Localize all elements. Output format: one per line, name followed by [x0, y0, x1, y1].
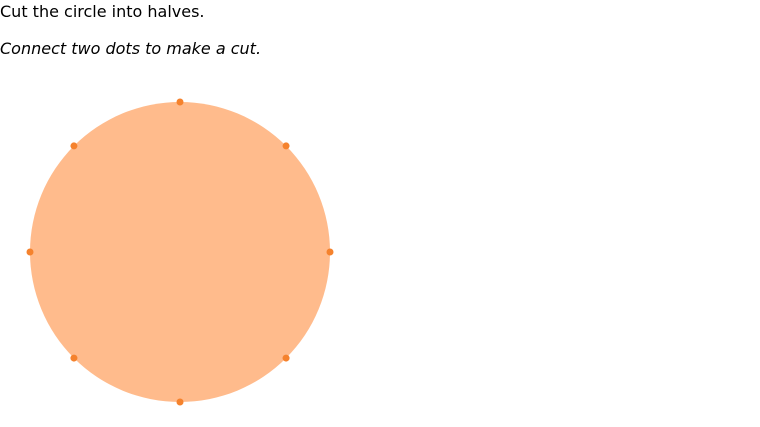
cut-dot-2[interactable] — [282, 142, 290, 150]
cut-dot-1[interactable] — [176, 98, 184, 106]
dot-group — [26, 98, 334, 406]
circle-shape — [30, 102, 330, 402]
question-prompt: Cut the circle into halves. — [0, 2, 205, 21]
cut-dot-6[interactable] — [70, 354, 78, 362]
cut-dot-3[interactable] — [326, 248, 334, 256]
cut-dot-8[interactable] — [70, 142, 78, 150]
cut-dot-5[interactable] — [176, 398, 184, 406]
question-instruction: Connect two dots to make a cut. — [0, 39, 262, 58]
cut-dot-7[interactable] — [26, 248, 34, 256]
cut-dot-4[interactable] — [282, 354, 290, 362]
